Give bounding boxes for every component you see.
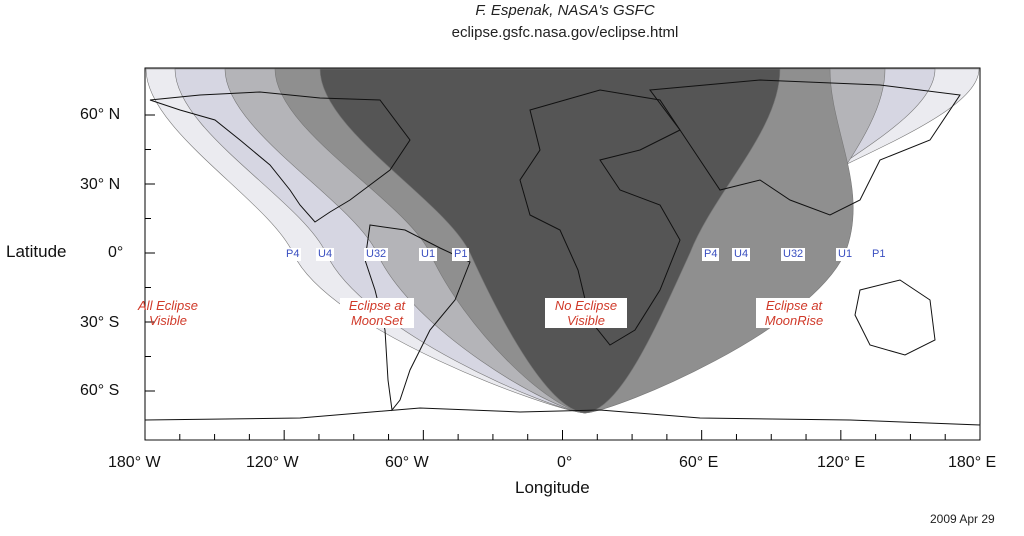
region-line: Eclipse at — [348, 298, 406, 313]
xtick-label: 0° — [557, 454, 573, 471]
x-axis-label: Longitude — [515, 478, 590, 497]
xtick-label: 180° W — [108, 454, 161, 471]
xtick-label: 180° E — [948, 454, 997, 471]
chart-date: 2009 Apr 29 — [930, 512, 995, 526]
xtick-label: 60° E — [679, 454, 719, 471]
contact-p1-east: P1 — [870, 248, 888, 261]
ytick-label: 60° N — [80, 106, 121, 123]
north-america-outline — [149, 91, 411, 223]
region-line: Visible — [566, 313, 606, 328]
contact-u4-west: U4 — [316, 248, 335, 261]
region-line: MoonRise — [764, 313, 824, 328]
ytick-label: 60° S — [80, 382, 120, 399]
contact-u1-east: U1 — [836, 248, 855, 261]
contact-p1-west: P1 — [452, 248, 470, 261]
region-all-eclipse-visible: All Eclipse Visible — [130, 298, 206, 328]
contact-p4-east: P4 — [702, 248, 720, 261]
ytick-label: 0° — [108, 244, 124, 261]
region-no-eclipse-visible: No Eclipse Visible — [545, 298, 627, 328]
contact-u1-west: U1 — [419, 248, 438, 261]
asia-outline — [649, 79, 961, 216]
region-line: All Eclipse — [138, 298, 198, 313]
australia-outline — [854, 279, 936, 356]
region-line: No Eclipse — [554, 298, 618, 313]
region-line: MoonSet — [350, 313, 404, 328]
contact-u32-west: U32 — [364, 248, 389, 261]
region-line: Visible — [148, 313, 188, 328]
ytick-label: 30° N — [80, 176, 121, 193]
xtick-label: 120° W — [246, 454, 299, 471]
ytick-label: 30° S — [80, 314, 120, 331]
xtick-label: 60° W — [385, 454, 429, 471]
region-eclipse-at-moonset: Eclipse at MoonSet — [340, 298, 414, 328]
xtick-label: 120° E — [817, 454, 866, 471]
region-line: Eclipse at — [765, 298, 823, 313]
contact-u32-east: U32 — [781, 248, 806, 261]
contact-p4-west: P4 — [284, 248, 302, 261]
source-url: eclipse.gsfc.nasa.gov/eclipse.html — [451, 24, 679, 41]
author-credit: F. Espenak, NASA's GSFC — [475, 2, 655, 19]
contact-u4-east: U4 — [732, 248, 751, 261]
region-eclipse-at-moonrise: Eclipse at MoonRise — [756, 298, 832, 328]
south-america-outline — [364, 224, 471, 412]
y-axis-label: Latitude — [6, 242, 67, 261]
